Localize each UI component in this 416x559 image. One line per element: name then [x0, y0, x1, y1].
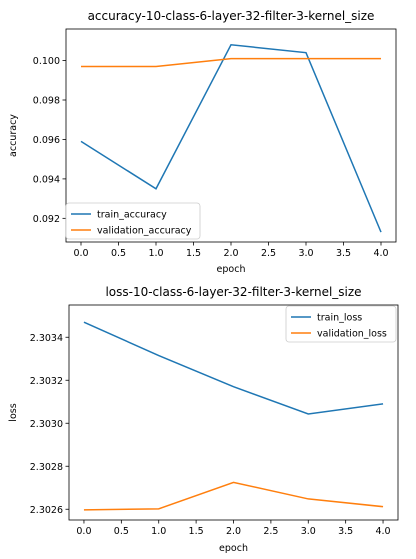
chart-title: loss-10-class-6-layer-32-filter-3-kernel…: [105, 285, 361, 299]
y-tick-label: 0.094: [33, 174, 60, 185]
y-tick-label: 0.096: [33, 135, 60, 146]
y-axis-label: loss: [8, 403, 19, 421]
y-tick-label: 2.3034: [30, 333, 63, 344]
x-tick-label: 1.5: [189, 526, 204, 537]
y-tick-label: 2.3030: [30, 419, 63, 430]
y-axis-label: accuracy: [8, 114, 19, 157]
x-tick-label: 1.0: [148, 248, 163, 259]
x-axis-label: epoch: [217, 264, 246, 275]
y-tick-label: 2.3032: [30, 376, 63, 387]
legend-label: validation_loss: [317, 329, 387, 340]
x-tick-label: 3.5: [336, 248, 351, 259]
x-tick-label: 0.0: [76, 526, 91, 537]
chart-accuracy: accuracy-10-class-6-layer-32-filter-3-ke…: [8, 9, 397, 275]
y-tick-label: 2.3026: [30, 505, 63, 516]
x-tick-label: 0.5: [114, 526, 129, 537]
legend-box: [285, 305, 397, 343]
x-tick-label: 4.0: [375, 526, 390, 537]
x-tick-label: 0.0: [73, 248, 88, 259]
y-tick-label: 0.098: [33, 96, 60, 107]
x-tick-label: 2.5: [263, 526, 278, 537]
series-line-validation_accuracy: [81, 57, 381, 68]
x-tick-label: 1.5: [186, 248, 201, 259]
x-tick-label: 4.0: [373, 248, 388, 259]
y-tick-label: 0.092: [33, 214, 60, 225]
y-tick-label: 0.100: [33, 56, 60, 67]
legend: train_accuracy validation_accuracy: [65, 202, 201, 240]
x-tick-label: 3.0: [301, 526, 316, 537]
legend-label: train_accuracy: [97, 210, 167, 221]
x-axis-label: epoch: [219, 543, 248, 554]
series-line-train_loss: [83, 321, 384, 415]
series-line-train_accuracy: [80, 43, 382, 233]
chart-loss: loss-10-class-6-layer-32-filter-3-kernel…: [8, 285, 399, 554]
x-tick-label: 2.0: [226, 526, 241, 537]
x-tick-label: 3.0: [298, 248, 313, 259]
x-tick-label: 2.5: [261, 248, 276, 259]
x-tick-label: 1.0: [151, 526, 166, 537]
x-tick-label: 2.0: [223, 248, 238, 259]
y-tick-label: 2.3028: [30, 462, 63, 473]
x-tick-label: 3.5: [338, 526, 353, 537]
x-tick-label: 0.5: [111, 248, 126, 259]
series-line-validation_loss: [83, 481, 384, 511]
legend-label: validation_accuracy: [97, 226, 192, 237]
legend-box: [65, 202, 201, 240]
legend-label: train_loss: [317, 313, 362, 324]
chart-title: accuracy-10-class-6-layer-32-filter-3-ke…: [88, 9, 375, 23]
legend: train_loss validation_loss: [285, 305, 397, 343]
